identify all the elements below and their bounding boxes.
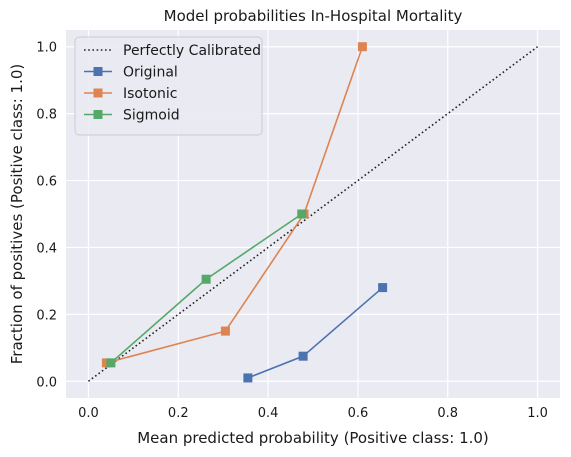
x-tick-label: 1.0 [527, 406, 548, 421]
data-point-isotonic [358, 42, 367, 51]
y-tick-label: 0.2 [36, 308, 57, 323]
y-tick-label: 1.0 [36, 41, 57, 56]
y-axis-label: Fraction of positives (Positive class: 1… [8, 64, 26, 365]
data-point-original [378, 283, 387, 292]
legend-label: Original [123, 65, 178, 81]
y-tick-label: 0.8 [36, 108, 57, 123]
x-tick-label: 0.6 [348, 406, 369, 421]
data-point-original [243, 373, 252, 382]
y-tick-label: 0.4 [36, 241, 57, 256]
data-point-sigmoid [297, 210, 306, 219]
chart-title: Model probabilities In-Hospital Mortalit… [164, 7, 463, 25]
y-tick-label: 0.0 [36, 375, 57, 390]
x-tick-label: 0.2 [168, 406, 189, 421]
legend-swatch-marker [94, 110, 103, 119]
x-tick-label: 0.0 [78, 406, 99, 421]
legend-swatch-marker [94, 67, 103, 76]
y-tick-label: 0.6 [36, 175, 57, 190]
data-point-original [299, 352, 308, 361]
x-tick-label: 0.8 [437, 406, 458, 421]
legend-label: Sigmoid [123, 108, 180, 124]
x-axis-label: Mean predicted probability (Positive cla… [137, 429, 489, 447]
legend-swatch-marker [94, 89, 103, 98]
data-point-isotonic [221, 327, 230, 336]
data-point-sigmoid [202, 275, 211, 284]
legend-label: Isotonic [123, 86, 178, 102]
data-point-sigmoid [106, 358, 115, 367]
legend-label: Perfectly Calibrated [123, 43, 261, 59]
x-tick-label: 0.4 [258, 406, 279, 421]
legend: Perfectly Calibrated Original Isotonic Sigm… [75, 37, 262, 135]
